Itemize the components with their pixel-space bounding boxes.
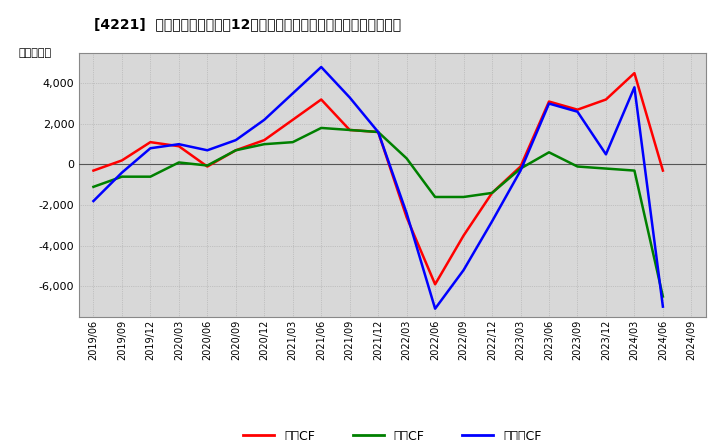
Line: 投賄CF: 投賄CF <box>94 128 663 297</box>
Text: [4221]  キャッシュフローの12か月移動合計の対前年同期増減額の推移: [4221] キャッシュフローの12か月移動合計の対前年同期増減額の推移 <box>94 18 401 32</box>
営業CF <box>203 164 212 169</box>
フリーCF <box>174 142 183 147</box>
投賄CF <box>374 129 382 135</box>
営業CF <box>174 143 183 149</box>
フリーCF <box>317 64 325 70</box>
フリーCF <box>89 198 98 204</box>
営業CF <box>374 129 382 135</box>
営業CF <box>260 137 269 143</box>
営業CF <box>630 70 639 76</box>
投賄CF <box>573 164 582 169</box>
フリーCF <box>630 84 639 90</box>
営業CF <box>431 282 439 287</box>
投賄CF <box>602 166 611 171</box>
営業CF <box>487 190 496 195</box>
フリーCF <box>602 152 611 157</box>
フリーCF <box>516 168 525 173</box>
営業CF <box>146 139 155 145</box>
営業CF <box>317 97 325 102</box>
フリーCF <box>289 91 297 96</box>
Legend: 営業CF, 投賄CF, フリーCF: 営業CF, 投賄CF, フリーCF <box>238 425 546 440</box>
フリーCF <box>459 268 468 273</box>
フリーCF <box>203 148 212 153</box>
投賄CF <box>630 168 639 173</box>
Line: フリーCF: フリーCF <box>94 67 663 309</box>
Y-axis label: （百万円）: （百万円） <box>19 48 52 58</box>
営業CF <box>402 215 411 220</box>
投賄CF <box>487 190 496 195</box>
営業CF <box>89 168 98 173</box>
フリーCF <box>659 304 667 309</box>
投賄CF <box>174 160 183 165</box>
投賄CF <box>317 125 325 131</box>
フリーCF <box>146 146 155 151</box>
フリーCF <box>232 137 240 143</box>
営業CF <box>573 107 582 112</box>
投賄CF <box>659 294 667 299</box>
営業CF <box>232 148 240 153</box>
フリーCF <box>374 129 382 135</box>
投賄CF <box>89 184 98 190</box>
投賄CF <box>203 163 212 168</box>
投賄CF <box>431 194 439 200</box>
投賄CF <box>146 174 155 180</box>
フリーCF <box>260 117 269 122</box>
投賄CF <box>289 139 297 145</box>
投賄CF <box>346 127 354 132</box>
フリーCF <box>346 95 354 100</box>
営業CF <box>459 233 468 238</box>
営業CF <box>117 158 126 163</box>
営業CF <box>516 164 525 169</box>
フリーCF <box>117 170 126 175</box>
営業CF <box>602 97 611 102</box>
フリーCF <box>431 306 439 312</box>
投賄CF <box>232 148 240 153</box>
Line: 営業CF: 営業CF <box>94 73 663 284</box>
営業CF <box>289 117 297 122</box>
フリーCF <box>402 211 411 216</box>
フリーCF <box>545 101 554 106</box>
営業CF <box>545 99 554 104</box>
投賄CF <box>117 174 126 180</box>
営業CF <box>659 168 667 173</box>
営業CF <box>346 127 354 132</box>
投賄CF <box>459 194 468 200</box>
投賄CF <box>516 166 525 171</box>
投賄CF <box>402 156 411 161</box>
フリーCF <box>487 219 496 224</box>
投賄CF <box>545 150 554 155</box>
投賄CF <box>260 142 269 147</box>
フリーCF <box>573 109 582 114</box>
